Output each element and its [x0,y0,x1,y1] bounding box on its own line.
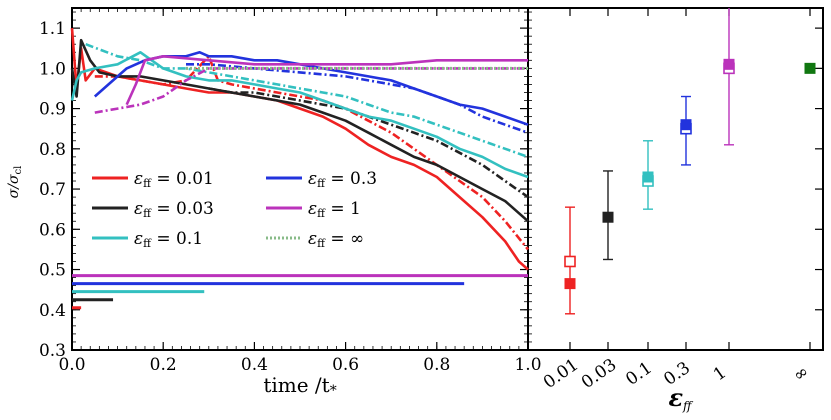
right-plot-frame [527,7,824,351]
y-tick-label: 0.5 [39,261,66,281]
x-tick-label: 0.2 [150,355,177,375]
series-line [70,50,529,179]
x-tick-label: 0.8 [423,355,450,375]
right-x-axis-label: εff [668,383,694,413]
x-tick-label: 1.0 [514,355,541,375]
left-series-group [70,28,530,271]
y-tick-label: 1.0 [39,59,66,79]
right-x-tick-label: ∞ [790,362,813,387]
legend-label: εff = 0.1 [134,229,203,250]
filled-marker [680,119,692,131]
right-x-tick-label: 1 [710,363,730,386]
y-tick-label: 0.9 [39,100,66,120]
y-tick-label: 0.4 [39,301,66,321]
filled-marker [642,171,654,183]
legend: εff = 0.01 εff = 0.3 εff = 0.03 εff = 1 εff … [92,169,377,250]
left-y-axis-label: σ/σcl [6,166,24,199]
y-tick-label: 1.1 [39,19,66,39]
legend-label: εff = 1 [308,199,361,220]
left-axis-ticks [71,8,529,351]
series-line [85,42,529,159]
y-tick-label: 0.3 [39,341,66,361]
y-tick-label: 0.7 [39,180,66,200]
series-line [70,38,529,223]
filled-marker [564,278,576,290]
y-tick-label: 0.8 [39,140,66,160]
legend-label: εff = 0.03 [134,199,214,220]
duration-bars-group [72,274,528,310]
series-line [94,54,530,251]
filled-marker [723,58,735,70]
legend-label: εff = 0.01 [134,169,214,190]
legend-label: εff = 0.3 [308,169,377,190]
x-tick-label: 0.6 [332,355,359,375]
filled-marker [804,62,816,74]
right-axis-ticks [528,8,823,351]
right-x-tick-label: 0.01 [540,355,582,393]
left-x-axis-label: time /t* [263,373,336,399]
x-tick-label: 0.4 [241,355,268,375]
legend-label: εff = ∞ [308,229,364,250]
x-tick-label: 0.0 [58,355,85,375]
left-tick-labels: 0.0 0.2 0.4 0.6 0.8 1.0 0.3 0.4 0.5 0.6 0.7 0.8 0.9 1… [39,19,542,375]
open-marker [564,255,576,268]
right-x-tick-label: 0.1 [622,358,656,390]
right-x-tick-label: 0.03 [578,355,620,393]
y-tick-label: 0.6 [39,220,66,240]
filled-marker [602,211,614,223]
series-line [94,67,528,114]
right-points-group [564,8,816,315]
series-line [125,54,528,106]
